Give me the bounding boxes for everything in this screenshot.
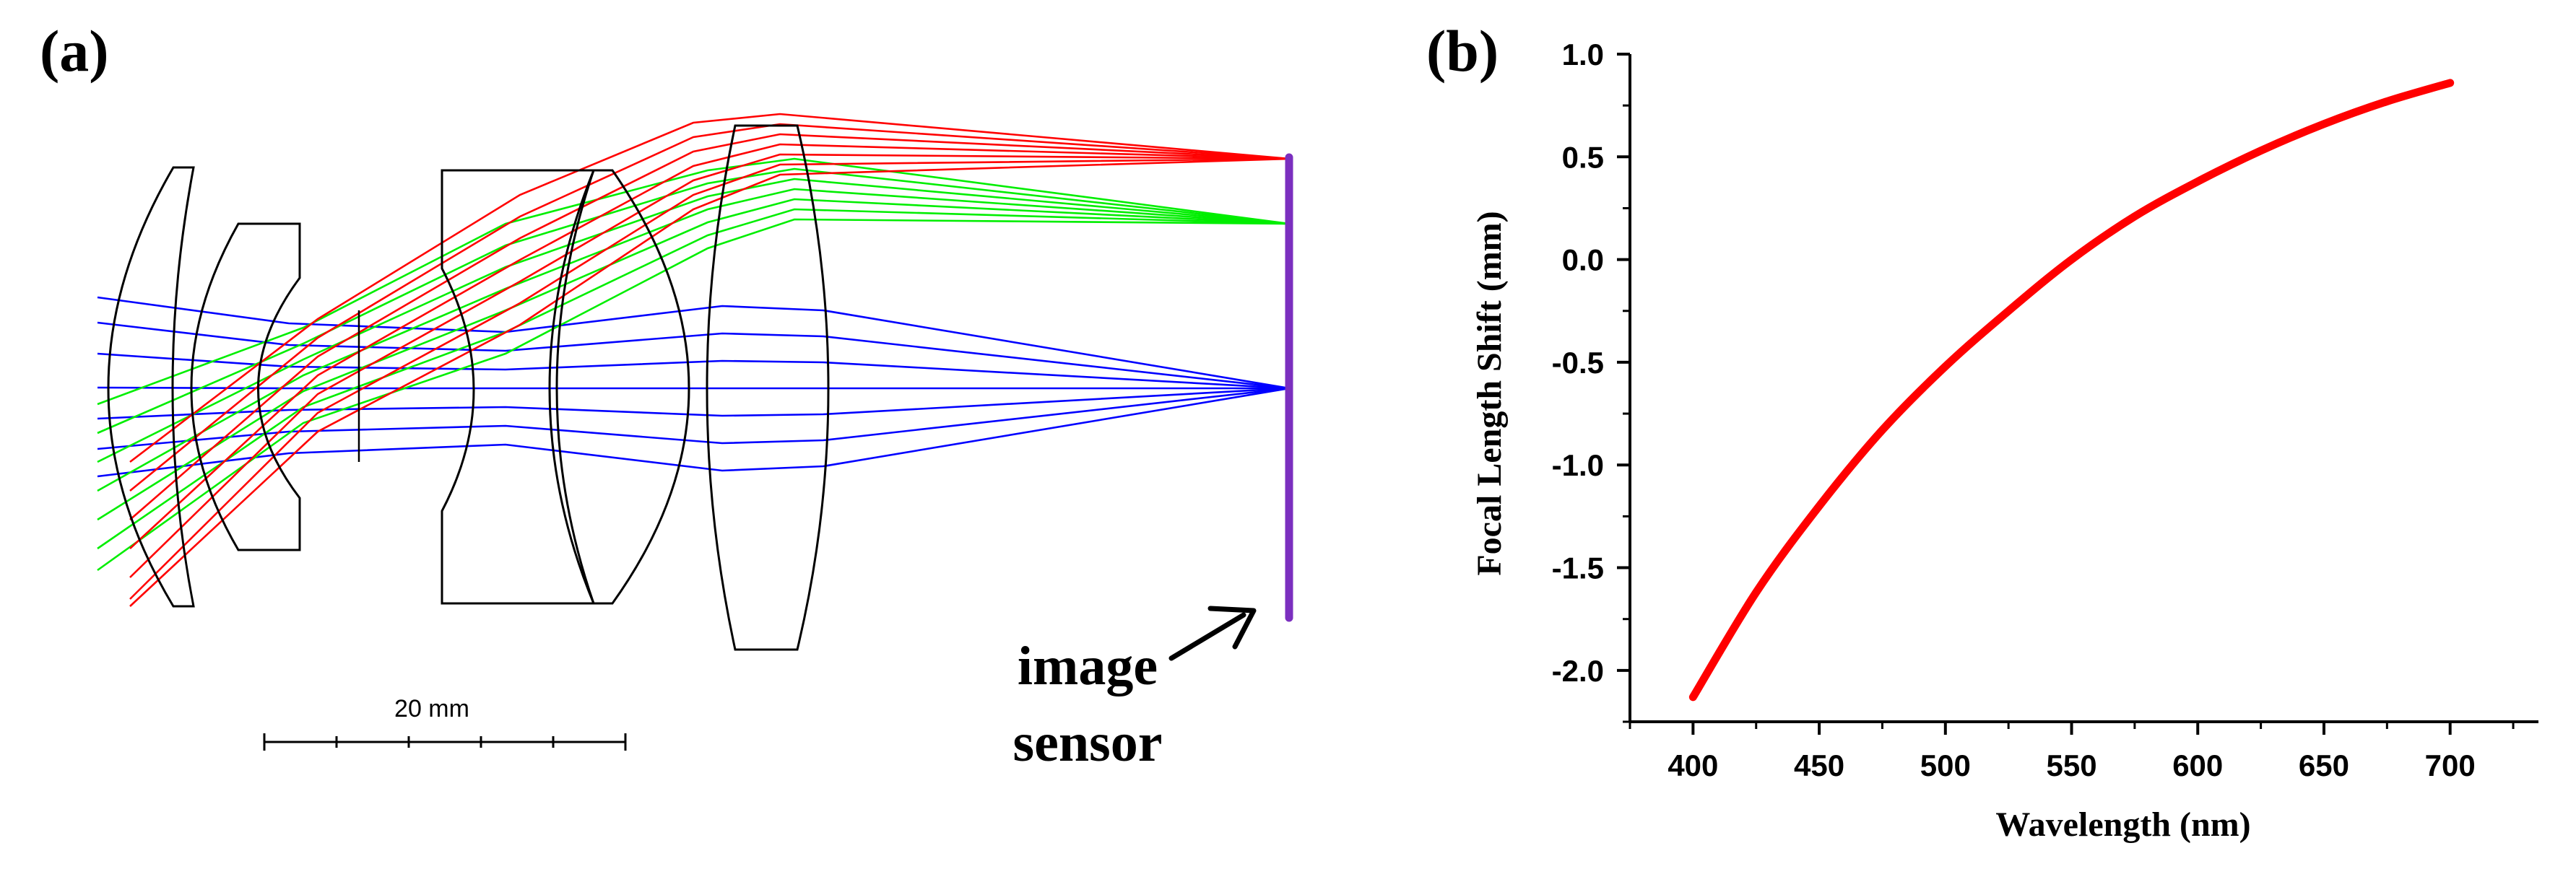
green-ray	[97, 198, 1290, 521]
y-axis-title: Focal Length Shift (mm)	[1470, 211, 1509, 575]
x-tick-label: 600	[2172, 748, 2223, 782]
blue-ray	[97, 387, 1290, 420]
x-tick-label: 500	[1920, 748, 1971, 782]
x-tick-label: 550	[2046, 748, 2096, 782]
x-tick-label: 700	[2425, 748, 2476, 782]
ray-bundles	[97, 113, 1290, 607]
lens-2-meniscus	[190, 222, 301, 551]
x-tick-label: 650	[2299, 748, 2349, 782]
x-axis-title: Wavelength (nm)	[1995, 805, 2250, 844]
red-ray	[129, 143, 1290, 549]
lens-1-meniscus	[107, 166, 195, 608]
green-ray	[97, 157, 1290, 406]
panel-a-label: (a)	[40, 18, 109, 84]
y-tick-label: 1.0	[1562, 38, 1604, 71]
red-ray	[129, 157, 1290, 607]
y-tick-label: 0.0	[1562, 243, 1604, 277]
blue-ray	[97, 296, 1290, 390]
optical-layout-diagram: (a) image sensor	[40, 18, 1293, 773]
lens-3-doublet-element	[441, 169, 596, 605]
green-ray	[97, 208, 1290, 550]
red-ray-bundle	[129, 113, 1290, 607]
lens-5-biconvex	[706, 124, 830, 651]
scale-bar	[263, 733, 627, 751]
scale-bar-label: 20 mm	[394, 695, 469, 722]
sensor-label-line2: sensor	[1013, 712, 1163, 773]
focal-shift-chart: (b) 400 450 500 550 600 650 700 -2.0 -1.5 -1.0 -0.…	[1426, 18, 2538, 844]
lens-4-positive	[555, 169, 690, 605]
sensor-label-line1: image	[1018, 636, 1158, 696]
blue-ray-bundle	[97, 296, 1290, 478]
red-ray	[129, 113, 1290, 463]
red-ray	[129, 123, 1290, 492]
panel-b-label: (b)	[1426, 18, 1499, 84]
x-tick-label: 400	[1668, 748, 1718, 782]
green-ray	[97, 188, 1290, 492]
green-ray	[97, 218, 1290, 572]
y-tick-label: -1.5	[1552, 551, 1604, 585]
red-ray	[129, 133, 1290, 520]
focal-shift-series-line	[1688, 79, 2455, 702]
y-tick-label: 0.5	[1562, 140, 1604, 174]
y-tick-label: -0.5	[1552, 346, 1604, 380]
arrow-icon	[1168, 606, 1257, 661]
chart-plot-area	[1688, 79, 2455, 702]
lens-elements	[107, 124, 830, 651]
red-ray	[129, 153, 1290, 578]
y-tick-label: -2.0	[1552, 654, 1604, 688]
green-ray	[97, 167, 1290, 434]
blue-ray	[97, 321, 1290, 390]
red-ray	[129, 157, 1290, 600]
x-tick-label: 450	[1794, 748, 1844, 782]
blue-ray	[97, 387, 1290, 450]
green-ray-bundle	[97, 157, 1290, 572]
y-tick-label: -1.0	[1552, 448, 1604, 482]
chart-axes: 400 450 500 550 600 650 700 -2.0 -1.5 -1.0 -0.5 0.0…	[1552, 38, 2538, 782]
